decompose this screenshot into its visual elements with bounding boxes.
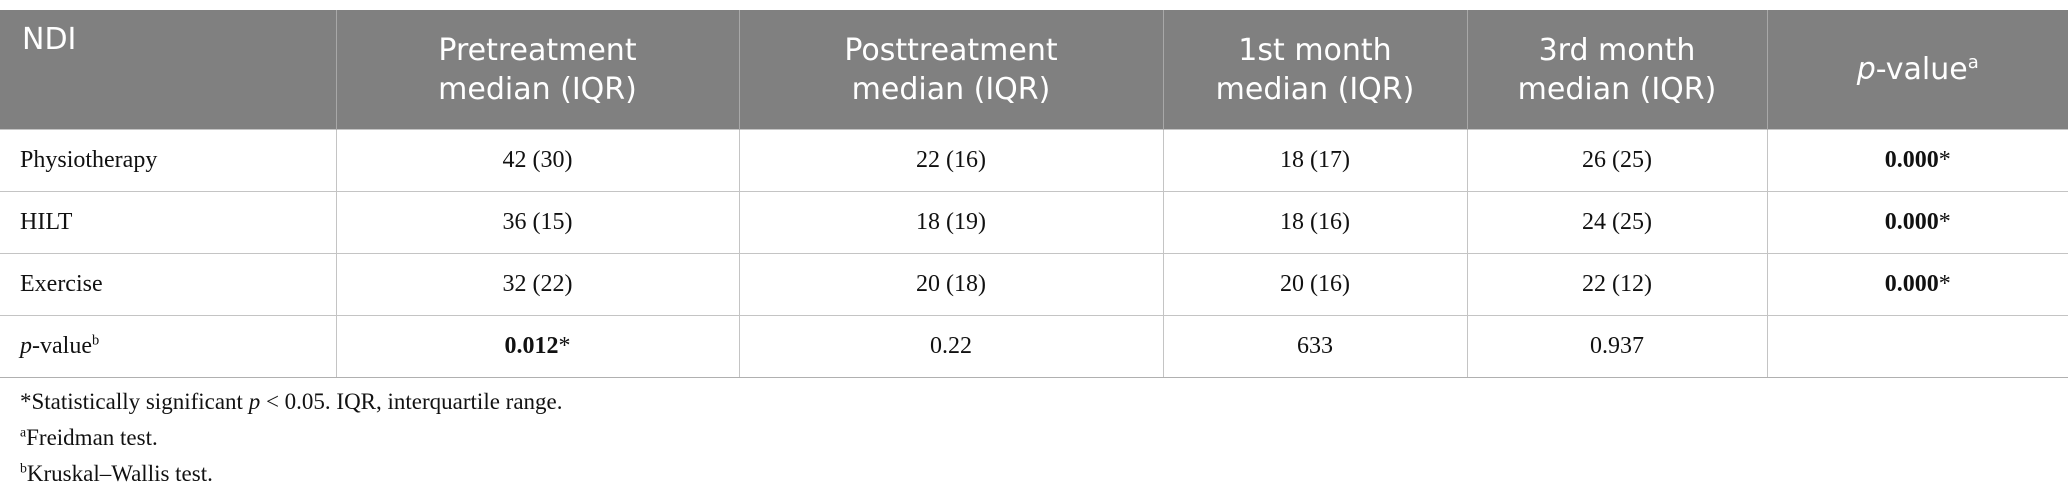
cell-text: 0.937	[1590, 333, 1644, 359]
line: median (IQR)	[851, 71, 1051, 107]
header-cell: Posttreatment median (IQR)	[738, 10, 1163, 130]
cell-text: 633	[1297, 333, 1333, 359]
header-cell: Pretreatment median (IQR)	[335, 10, 739, 130]
cell-text: 32 (22)	[502, 271, 573, 297]
header-cell: p-valuea	[1766, 10, 2068, 130]
text: *Statistically significant	[20, 389, 249, 414]
text: Kruskal–Wallis test.	[26, 461, 213, 486]
cell-text: 0.22	[930, 333, 972, 359]
superscript: b	[20, 460, 27, 476]
table-row: Physiotherapy 42 (30) 22 (16) 18 (17) 26 (25…	[0, 129, 2068, 192]
table-cell: 633	[1162, 315, 1467, 378]
cell-text: 18 (19)	[916, 209, 986, 235]
footnotes: *Statistically significant p < 0.05. IQR…	[20, 384, 563, 492]
italic-text: p	[248, 389, 261, 414]
cell-text: 20 (16)	[1280, 271, 1350, 297]
table-cell: 20 (16)	[1162, 253, 1467, 316]
table-cell: 0.22	[738, 315, 1163, 378]
table-cell: 18 (19)	[738, 191, 1163, 254]
table-cell: 0.000*	[1766, 191, 2068, 254]
superscript: b	[91, 332, 100, 349]
italic-text: p	[1856, 52, 1876, 87]
cell-text: 18 (17)	[1280, 147, 1350, 173]
cell-text: HILT	[20, 209, 73, 235]
cell-text: 24 (25)	[1582, 209, 1652, 235]
table-cell: 42 (30)	[335, 129, 739, 192]
table-cell: HILT	[0, 191, 336, 254]
line: Pretreatment	[438, 32, 637, 68]
header-cell: 1st month median (IQR)	[1162, 10, 1467, 130]
table-cell: 18 (16)	[1162, 191, 1467, 254]
line: 3rd month	[1538, 32, 1696, 68]
table-cell: 0.000*	[1766, 129, 2068, 192]
table-cell: 26 (25)	[1466, 129, 1767, 192]
header-cell: 3rd month median (IQR)	[1466, 10, 1767, 130]
table-cell: Physiotherapy	[0, 129, 336, 192]
table-cell: 18 (17)	[1162, 129, 1467, 192]
bold-text: 0.000	[1884, 209, 1939, 235]
cell-text: 36 (15)	[502, 209, 573, 235]
table-cell: 0.012*	[335, 315, 739, 378]
cell-text: 22 (16)	[916, 147, 986, 173]
bold-text: 0.000	[1884, 147, 1939, 173]
table-row: HILT 36 (15) 18 (19) 18 (16) 24 (25) 0.000*	[0, 191, 2068, 254]
cell-text: 26 (25)	[1582, 147, 1652, 173]
header-cell: NDI	[0, 10, 336, 130]
line: median (IQR)	[1215, 71, 1415, 107]
table-cell	[1766, 315, 2068, 378]
cell-text: Exercise	[20, 271, 103, 297]
cell-text: 22 (12)	[1582, 271, 1652, 297]
line: median (IQR)	[1517, 71, 1717, 107]
table-cell: 32 (22)	[335, 253, 739, 316]
line: Posttreatment	[844, 32, 1058, 68]
line: 1st month	[1238, 32, 1392, 68]
text: *	[1938, 147, 1951, 173]
superscript: a	[20, 424, 27, 440]
table-cell: Exercise	[0, 253, 336, 316]
superscript: a	[1967, 52, 1979, 74]
footnote: *Statistically significant p < 0.05. IQR…	[20, 384, 563, 420]
table-row: Exercise 32 (22) 20 (18) 20 (16) 22 (12) 0.00…	[0, 253, 2068, 316]
cell-text: 42 (30)	[502, 147, 573, 173]
text: *	[1938, 271, 1951, 297]
text: -value	[1875, 52, 1968, 87]
table-cell: 22 (12)	[1466, 253, 1767, 316]
table-row: p-valueb 0.012* 0.22 633 0.937	[0, 315, 2068, 378]
footnote: aFreidman test.	[20, 420, 563, 456]
cell-text: Physiotherapy	[20, 147, 158, 173]
table-body: Physiotherapy 42 (30) 22 (16) 18 (17) 26 (25…	[0, 129, 2068, 378]
table-cell: 0.000*	[1766, 253, 2068, 316]
data-table: NDI Pretreatment median (IQR) Posttreatment…	[0, 10, 2068, 378]
italic-text: p	[20, 333, 32, 359]
text: *	[1938, 209, 1951, 235]
text: < 0.05. IQR, interquartile range.	[260, 389, 563, 414]
table-cell: 20 (18)	[738, 253, 1163, 316]
table-cell: 24 (25)	[1466, 191, 1767, 254]
text: *	[558, 333, 571, 359]
header-row: NDI Pretreatment median (IQR) Posttreatment…	[0, 10, 2068, 130]
line: NDI	[22, 22, 77, 57]
line: median (IQR)	[438, 71, 637, 107]
table-cell: 22 (16)	[738, 129, 1163, 192]
text: -value	[32, 333, 92, 359]
table-cell: 0.937	[1466, 315, 1767, 378]
text: Freidman test.	[26, 425, 158, 450]
table-cell: 36 (15)	[335, 191, 739, 254]
bold-text: 0.012	[504, 333, 559, 359]
table-cell: p-valueb	[0, 315, 336, 378]
footnote: bKruskal–Wallis test.	[20, 456, 563, 492]
cell-text: 18 (16)	[1280, 209, 1350, 235]
cell-text: 20 (18)	[916, 271, 986, 297]
bold-text: 0.000	[1884, 271, 1939, 297]
